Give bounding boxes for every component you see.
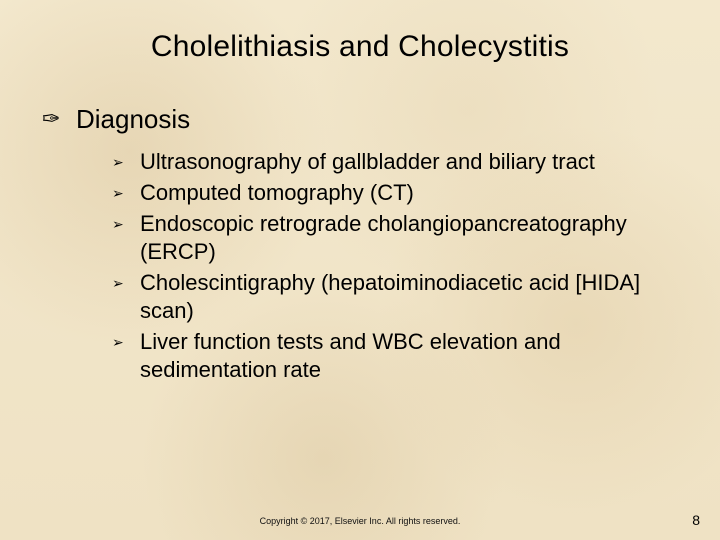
list-item-text: Cholescintigraphy (hepatoiminodiacetic a… (140, 269, 680, 325)
list-item: ➢ Ultrasonography of gallbladder and bil… (112, 148, 680, 176)
list-item-text: Computed tomography (CT) (140, 179, 414, 207)
arrow-bullet-icon: ➢ (112, 210, 140, 238)
sub-bullet-list: ➢ Ultrasonography of gallbladder and bil… (112, 148, 680, 384)
list-item: ➢ Computed tomography (CT) (112, 179, 680, 207)
arrow-bullet-icon: ➢ (112, 148, 140, 176)
copyright-footer: Copyright © 2017, Elsevier Inc. All righ… (0, 516, 720, 526)
arrow-bullet-icon: ➢ (112, 328, 140, 356)
arrow-bullet-icon: ➢ (112, 269, 140, 297)
script-bullet-icon: ✑ (40, 104, 76, 134)
list-item-text: Endoscopic retrograde cholangiopancreato… (140, 210, 680, 266)
page-number: 8 (692, 512, 700, 528)
heading-row: ✑ Diagnosis (40, 104, 680, 134)
list-item: ➢ Liver function tests and WBC elevation… (112, 328, 680, 384)
slide-title: Cholelithiasis and Cholecystitis (40, 30, 680, 64)
arrow-bullet-icon: ➢ (112, 179, 140, 207)
heading-text: Diagnosis (76, 104, 190, 134)
slide-container: Cholelithiasis and Cholecystitis ✑ Diagn… (0, 0, 720, 540)
list-item-text: Liver function tests and WBC elevation a… (140, 328, 680, 384)
list-item: ➢ Cholescintigraphy (hepatoiminodiacetic… (112, 269, 680, 325)
list-item: ➢ Endoscopic retrograde cholangiopancrea… (112, 210, 680, 266)
list-item-text: Ultrasonography of gallbladder and bilia… (140, 148, 595, 176)
